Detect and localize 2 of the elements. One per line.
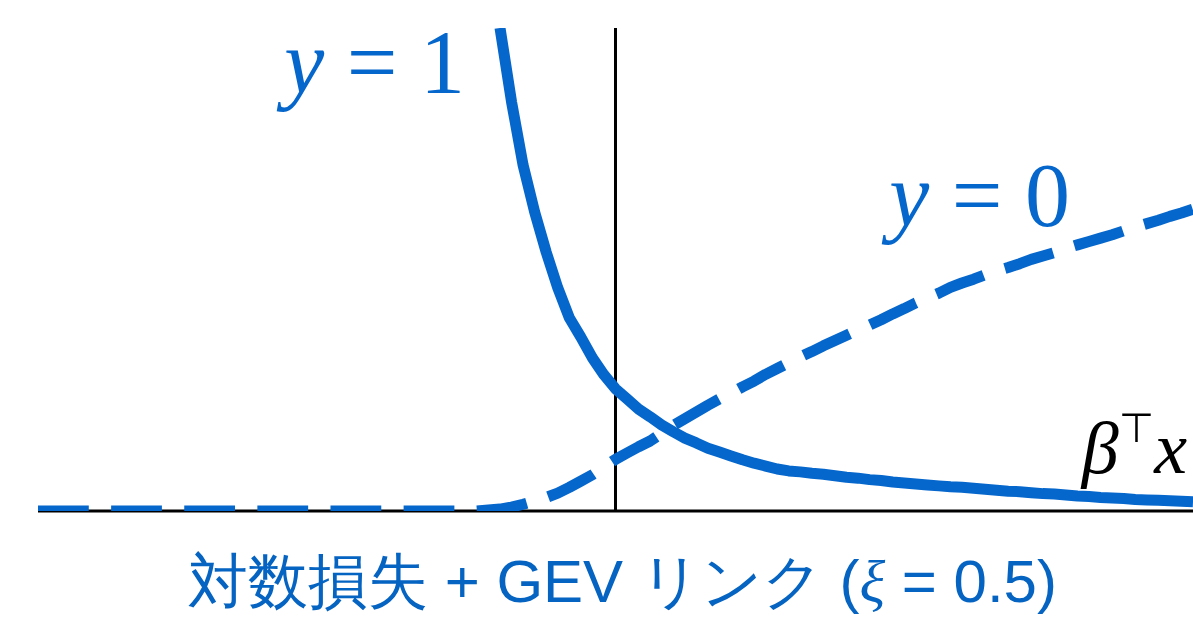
title: 対数損失 + GEV リンク (ξ = 0.5) bbox=[187, 549, 1058, 615]
x-axis-title: β$^{⊤}$x bbox=[1079, 402, 1188, 491]
